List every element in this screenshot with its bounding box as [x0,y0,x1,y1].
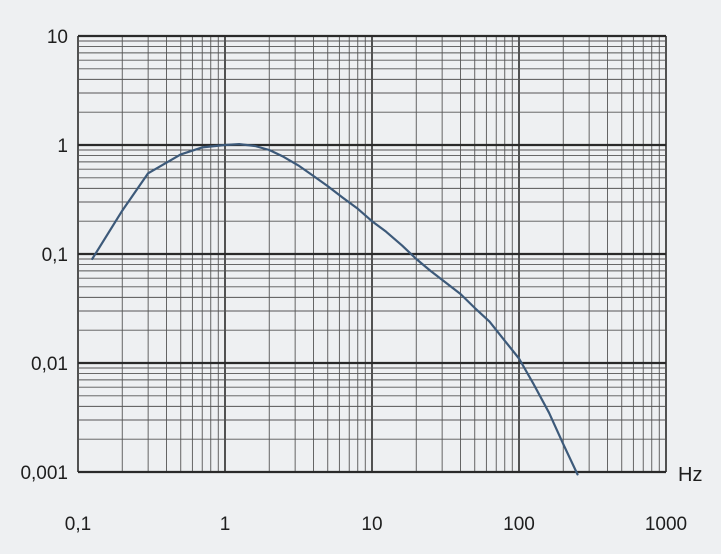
grid [77,34,667,474]
series-line [91,143,579,476]
y-tick-labels: 10 1 0,1 0,01 0,001 [20,27,68,484]
y-tick-label: 0,01 [31,354,68,375]
y-tick-label: 0,1 [42,245,68,266]
x-tick-label: 1 [220,514,231,535]
series-layer [91,143,579,476]
x-tick-label: 100 [503,514,535,535]
x-axis-label: Hz [678,464,702,486]
x-tick-labels: 0,1 1 10 100 1000 [65,514,687,535]
x-tick-label: 1000 [645,514,687,535]
y-tick-label: 10 [47,27,68,48]
y-tick-label: 0,001 [20,463,68,484]
x-tick-label: 0,1 [65,514,91,535]
x-tick-label: 10 [361,514,382,535]
y-tick-label: 1 [57,136,68,157]
